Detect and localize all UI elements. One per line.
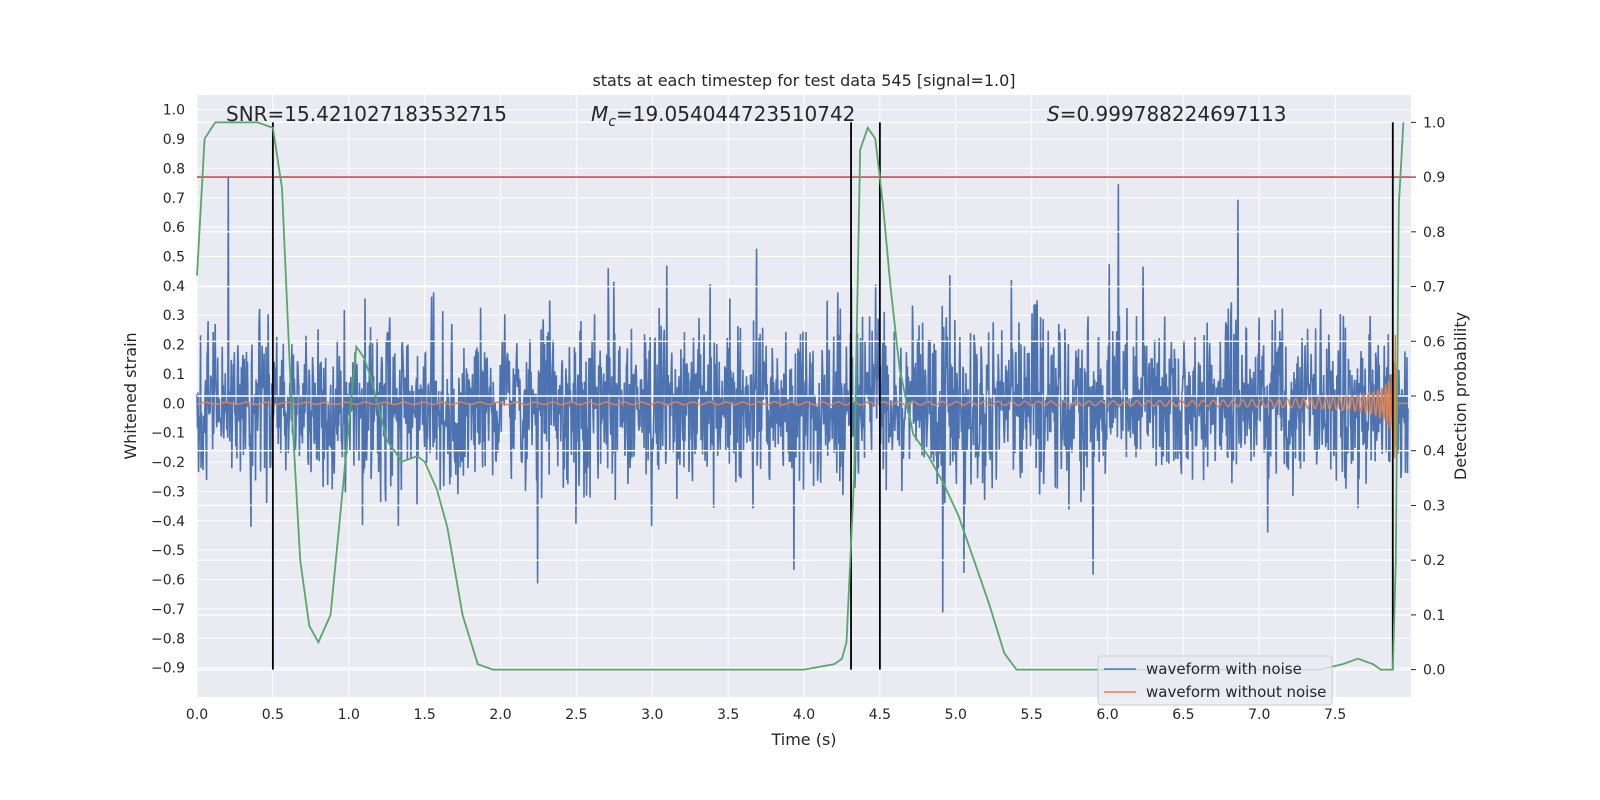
clean-waveform-line xyxy=(196,334,1408,459)
y2-tick-label: 0.8 xyxy=(1423,225,1445,241)
y-tick-label: 0.1 xyxy=(163,367,185,383)
y-tick-label: −0.7 xyxy=(151,602,185,618)
x-tick-label: 3.5 xyxy=(717,707,739,723)
chart-title: stats at each timestep for test data 545… xyxy=(592,71,1015,90)
y-tick-label: −0.2 xyxy=(151,455,185,471)
x-axis-ticks: 0.0 0.5 1.0 1.5 2.0 2.5 3.0 3.5 4.0 4.5 5.0 5.5 6.0 6… xyxy=(186,707,1346,723)
y-tick-label: −0.9 xyxy=(151,661,185,677)
y-tick-label: 0.6 xyxy=(163,220,185,236)
y-tick-label: −0.1 xyxy=(151,426,185,442)
snr-annotation: SNR=15.421027183532715 xyxy=(226,102,507,126)
x-tick-label: 6.0 xyxy=(1096,707,1118,723)
y-tick-label: 0.3 xyxy=(163,308,185,324)
x-tick-label: 6.5 xyxy=(1172,707,1194,723)
x-tick-label: 2.5 xyxy=(565,707,587,723)
chirp-mass-annotation: Mc=19.054044723510742 xyxy=(591,102,855,130)
y2-tick-label: 0.9 xyxy=(1423,170,1445,186)
x-tick-label: 4.5 xyxy=(869,707,891,723)
legend: waveform with noise waveform without noi… xyxy=(1097,655,1333,706)
y-axis-ticks: 1.0 0.9 0.8 0.7 0.6 0.5 0.4 0.3 0.2 0.1 0.0 −0.1 −0.… xyxy=(151,103,185,677)
x-tick-label: 0.0 xyxy=(186,707,208,723)
x-tick-label: 3.0 xyxy=(641,707,663,723)
x-tick-label: 5.5 xyxy=(1020,707,1042,723)
x-tick-label: 4.0 xyxy=(793,707,815,723)
y2-tick-label: 0.6 xyxy=(1423,334,1445,350)
chirp-mass-value: =19.054044723510742 xyxy=(616,102,855,126)
y-tick-label: 0.0 xyxy=(163,396,185,412)
y2-tick-label: 0.0 xyxy=(1423,663,1445,679)
y-tick-label: −0.8 xyxy=(151,631,185,647)
s-symbol: S xyxy=(1047,102,1060,126)
y-tick-label: 1.0 xyxy=(163,103,185,119)
y-tick-label: −0.5 xyxy=(151,543,185,559)
y2-tick-label: 0.5 xyxy=(1423,389,1445,405)
legend-label-clean: waveform without noise xyxy=(1146,683,1326,701)
noise-waveform-line xyxy=(196,176,1409,613)
x-tick-label: 5.0 xyxy=(945,707,967,723)
y2-tick-label: 0.1 xyxy=(1423,608,1445,624)
y-tick-label: 0.5 xyxy=(163,250,185,266)
y-tick-label: −0.6 xyxy=(151,573,185,589)
chirp-mass-symbol: M xyxy=(591,102,608,126)
x-tick-label: 2.0 xyxy=(489,707,511,723)
y-axis-label: Whitened strain xyxy=(121,332,140,459)
y2-tick-label: 0.3 xyxy=(1423,498,1445,514)
y2-tick-label: 0.4 xyxy=(1423,444,1445,460)
chirp-mass-subscript: c xyxy=(608,114,616,130)
y2-tick-label: 0.7 xyxy=(1423,280,1445,296)
y-tick-label: 0.7 xyxy=(163,191,185,207)
series-waveform-with-noise xyxy=(196,176,1409,613)
x-tick-label: 0.5 xyxy=(262,707,284,723)
s-value: =0.999788224697113 xyxy=(1060,102,1287,126)
x-axis-label: Time (s) xyxy=(770,730,836,749)
legend-label-noise: waveform with noise xyxy=(1146,660,1302,678)
s-annotation: S=0.999788224697113 xyxy=(1047,102,1286,126)
y2-axis-ticks: 1.0 0.9 0.8 0.7 0.6 0.5 0.4 0.3 0.2 0.1 0.0 xyxy=(1411,115,1445,679)
x-tick-label: 7.0 xyxy=(1248,707,1270,723)
y-tick-label: −0.3 xyxy=(151,484,185,500)
y-tick-label: −0.4 xyxy=(151,514,185,530)
y2-tick-label: 0.2 xyxy=(1423,553,1445,569)
series-waveform-without-noise xyxy=(196,334,1408,459)
y-tick-label: 0.2 xyxy=(163,338,185,354)
x-tick-label: 1.5 xyxy=(413,707,435,723)
y-tick-label: 0.9 xyxy=(163,132,185,148)
vertical-markers xyxy=(271,122,1394,670)
y2-axis-label: Detection probability xyxy=(1451,312,1470,480)
y2-tick-label: 1.0 xyxy=(1423,115,1445,131)
y-tick-label: 0.8 xyxy=(163,161,185,177)
x-tick-label: 1.0 xyxy=(338,707,360,723)
x-tick-label: 7.5 xyxy=(1324,707,1346,723)
y-tick-label: 0.4 xyxy=(163,279,185,295)
legend-box xyxy=(1097,655,1333,706)
